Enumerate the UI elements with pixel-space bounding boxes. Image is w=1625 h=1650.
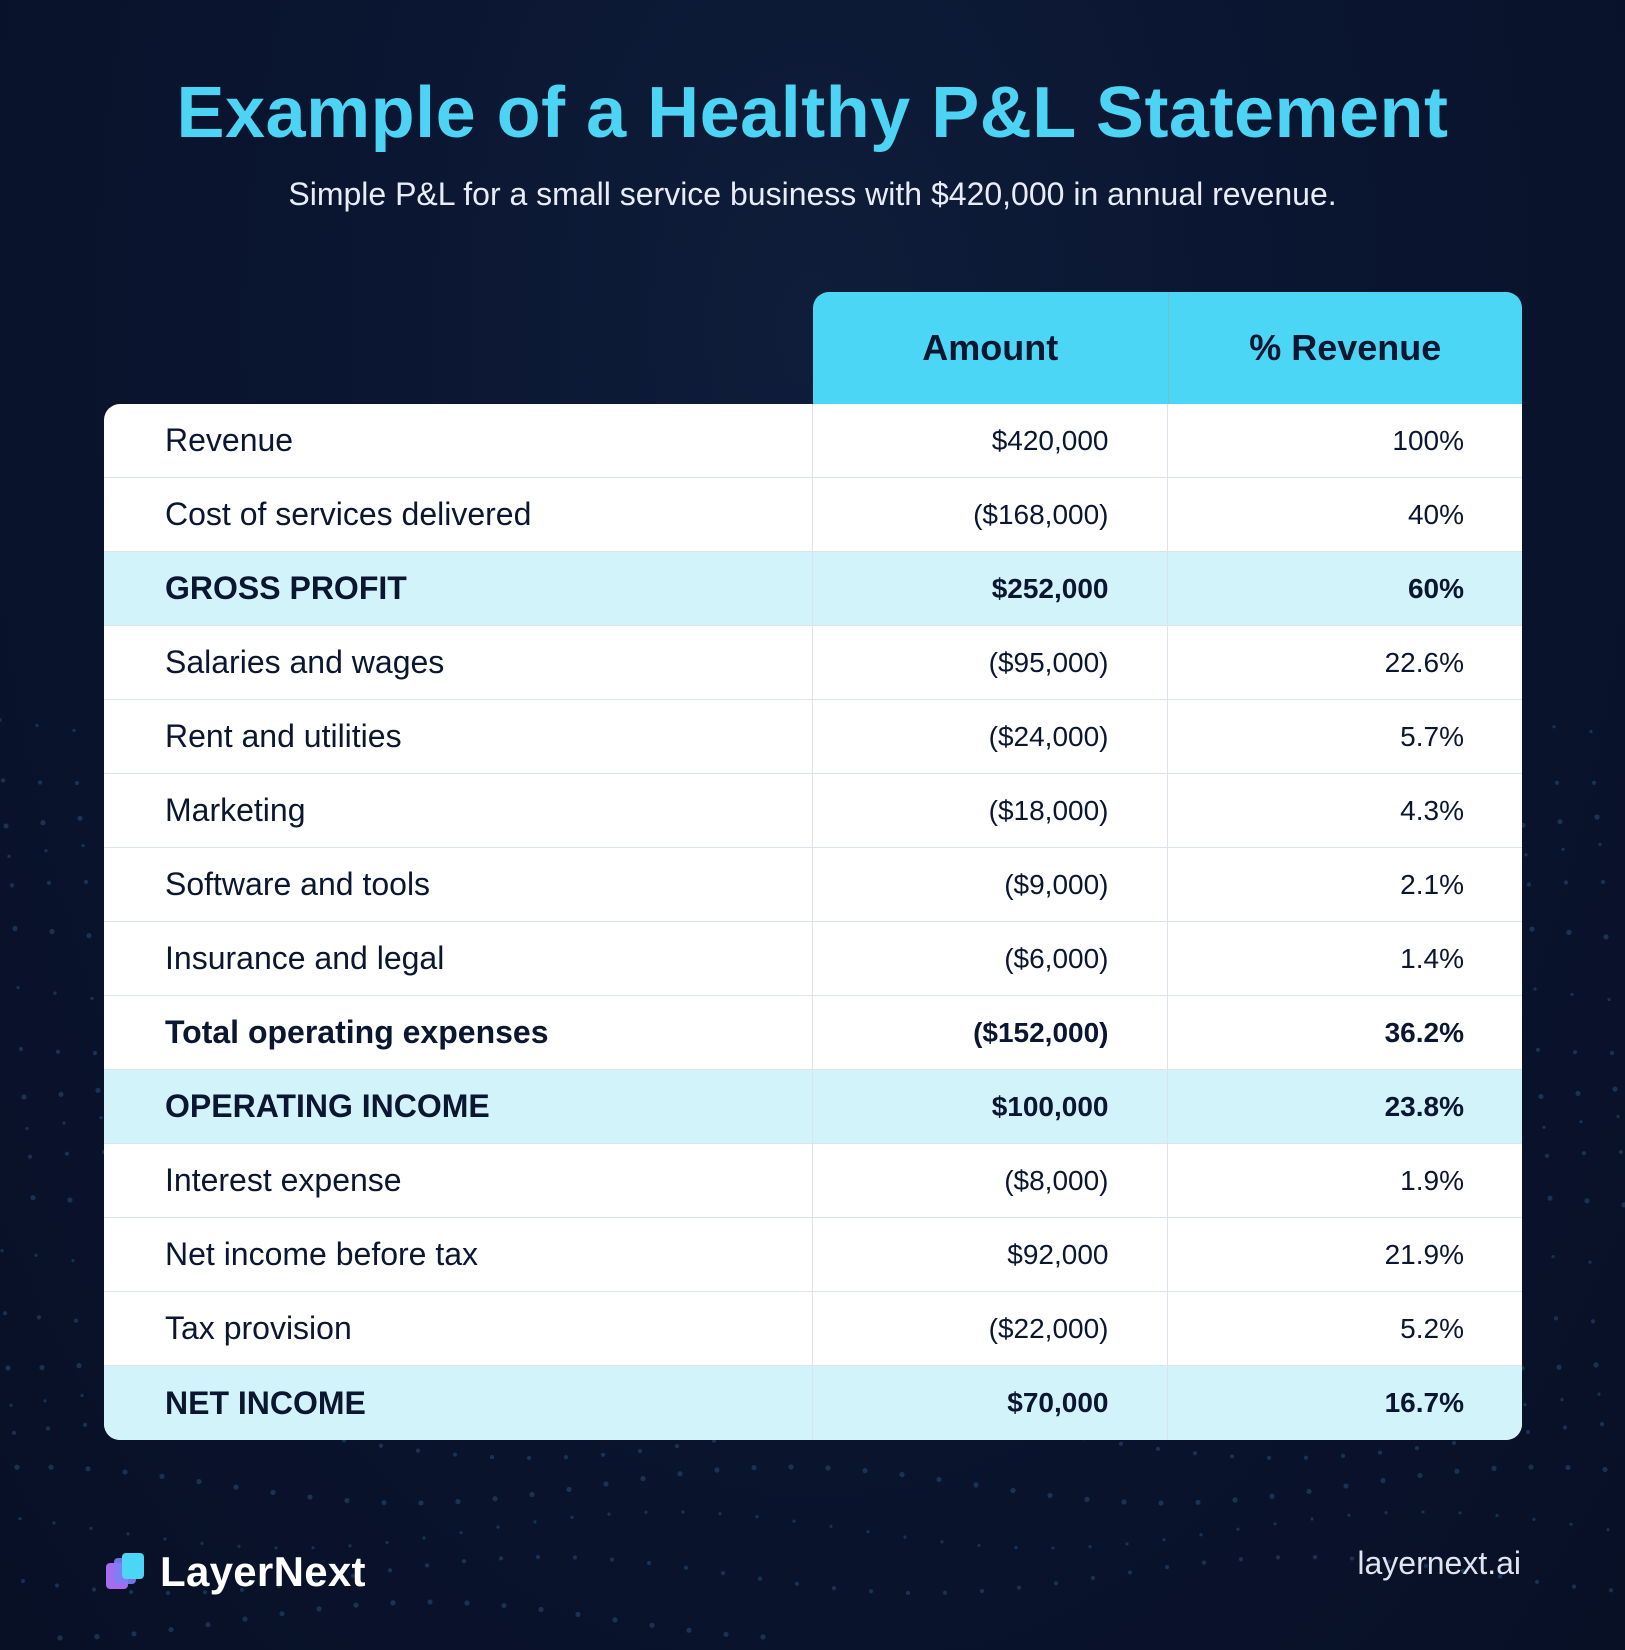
column-header-pct-revenue: % Revenue — [1167, 292, 1523, 404]
row-amount: ($95,000) — [813, 626, 1168, 699]
footer-url-link[interactable]: layernext.ai — [1357, 1545, 1521, 1581]
table-row-tax: Tax provision ($22,000) 5.2% — [104, 1292, 1522, 1366]
row-amount: ($6,000) — [813, 922, 1168, 995]
row-pct-revenue: 100% — [1392, 424, 1464, 456]
page-subtitle: Simple P&L for a small service business … — [288, 176, 1337, 212]
row-amount: ($18,000) — [813, 774, 1168, 847]
row-amount: ($8,000) — [813, 1144, 1168, 1217]
row-amount: $420,000 — [813, 404, 1168, 477]
row-amount: $92,000 — [813, 1218, 1168, 1291]
row-label: Salaries and wages — [104, 626, 813, 699]
row-label: NET INCOME — [104, 1366, 813, 1440]
row-label: Net income before tax — [104, 1218, 813, 1291]
table-row-interest: Interest expense ($8,000) 1.9% — [104, 1144, 1522, 1218]
brand-logo[interactable]: LayerNext — [104, 1548, 366, 1596]
table-header: Amount % Revenue — [813, 292, 1522, 404]
row-label: Revenue — [104, 404, 813, 477]
row-label: Cost of services delivered — [104, 478, 813, 551]
table-row-cost-of-services: Cost of services delivered ($168,000) 40… — [104, 478, 1522, 552]
table-row-net-income: NET INCOME $70,000 16.7% — [104, 1366, 1522, 1440]
table-row-marketing: Marketing ($18,000) 4.3% — [104, 774, 1522, 848]
row-pct-revenue: 1.9% — [1400, 1164, 1464, 1196]
brand-name: LayerNext — [160, 1548, 366, 1595]
row-pct-revenue: 36.2% — [1384, 1016, 1464, 1048]
table-row-net-before-tax: Net income before tax $92,000 21.9% — [104, 1218, 1522, 1292]
table-row-rent: Rent and utilities ($24,000) 5.7% — [104, 700, 1522, 774]
row-pct-revenue: 22.6% — [1384, 646, 1464, 678]
row-pct-revenue: 16.7% — [1384, 1387, 1464, 1418]
table-row-operating-income: OPERATING INCOME $100,000 23.8% — [104, 1070, 1522, 1144]
row-label: Insurance and legal — [104, 922, 813, 995]
row-label: Marketing — [104, 774, 813, 847]
row-pct-revenue: 1.4% — [1400, 942, 1464, 974]
row-amount: $100,000 — [813, 1070, 1168, 1143]
row-amount: $70,000 — [813, 1366, 1168, 1440]
row-pct-revenue: 23.8% — [1384, 1090, 1464, 1122]
row-label: Software and tools — [104, 848, 813, 921]
row-amount: ($22,000) — [813, 1292, 1168, 1365]
row-label: OPERATING INCOME — [104, 1070, 813, 1143]
table-row-gross-profit: GROSS PROFIT $252,000 60% — [104, 552, 1522, 626]
row-label: Total operating expenses — [104, 996, 813, 1069]
row-label: GROSS PROFIT — [104, 552, 813, 625]
row-pct-revenue: 60% — [1407, 572, 1464, 604]
page-title: Example of a Healthy P&L Statement — [176, 73, 1449, 153]
table-row-salaries: Salaries and wages ($95,000) 22.6% — [104, 626, 1522, 700]
row-label: Tax provision — [104, 1292, 813, 1365]
row-amount: ($168,000) — [813, 478, 1168, 551]
row-pct-revenue: 4.3% — [1400, 794, 1464, 826]
row-pct-revenue: 5.2% — [1400, 1312, 1464, 1344]
table-body: Revenue $420,000 100% Cost of services d… — [104, 404, 1522, 1440]
row-pct-revenue: 21.9% — [1384, 1238, 1464, 1270]
column-header-amount: Amount — [922, 327, 1059, 368]
row-amount: $252,000 — [813, 552, 1168, 625]
table-row-total-opex: Total operating expenses ($152,000) 36.2… — [104, 996, 1522, 1070]
row-amount: ($9,000) — [813, 848, 1168, 921]
row-pct-revenue: 40% — [1407, 498, 1464, 530]
row-amount: ($152,000) — [813, 996, 1168, 1069]
row-label: Rent and utilities — [104, 700, 813, 773]
row-label: Interest expense — [104, 1144, 813, 1217]
row-pct-revenue: 5.7% — [1400, 720, 1464, 752]
row-pct-revenue: 2.1% — [1400, 868, 1464, 900]
table-row-insurance: Insurance and legal ($6,000) 1.4% — [104, 922, 1522, 996]
table-row-software: Software and tools ($9,000) 2.1% — [104, 848, 1522, 922]
table-row-revenue: Revenue $420,000 100% — [104, 404, 1522, 478]
pl-table: Amount % Revenue Revenue $420,000 100% C… — [104, 292, 1522, 1440]
layernext-logo-icon — [104, 1551, 146, 1593]
row-amount: ($24,000) — [813, 700, 1168, 773]
